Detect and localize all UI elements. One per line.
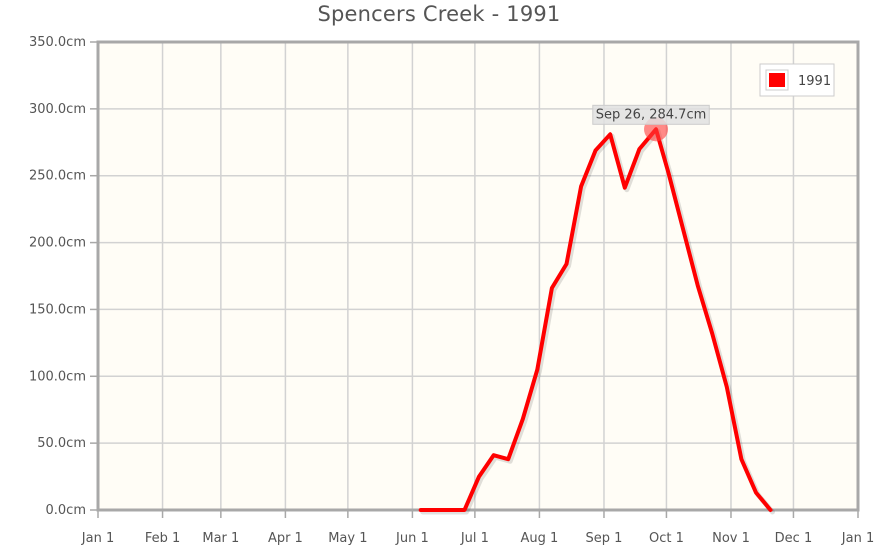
tooltip-label: Sep 26, 284.7cm [596, 107, 706, 122]
y-tick-label: 0.0cm [46, 503, 87, 518]
y-tick-label: 100.0cm [29, 369, 86, 384]
x-tick-label: Aug 1 [521, 531, 559, 545]
plot-area [98, 42, 858, 510]
x-tick-label: Jan 1 [81, 531, 114, 545]
y-tick-label: 200.0cm [29, 236, 86, 251]
tooltip-box [592, 104, 710, 125]
legend-label[interactable]: 1991 [798, 74, 831, 89]
x-tick-label: Oct 1 [649, 531, 684, 545]
plot-border [96, 40, 860, 512]
x-tick-label: Jul 1 [460, 531, 489, 545]
x-tick-label: Jan 1 [841, 531, 874, 545]
x-tick-label: Feb 1 [145, 531, 180, 545]
x-tick-label: Apr 1 [268, 531, 303, 545]
x-tick-label: Sep 1 [586, 531, 623, 545]
y-tick-label: 150.0cm [29, 302, 86, 317]
y-tick-label: 50.0cm [37, 436, 86, 451]
y-tick-label: 350.0cm [29, 35, 86, 50]
legend-swatch[interactable] [769, 73, 785, 87]
series-line-1991[interactable] [418, 127, 773, 512]
y-tick-label: 300.0cm [29, 102, 86, 117]
chart-title: Spencers Creek - 1991 [317, 2, 561, 26]
x-tick-label: Jun 1 [395, 531, 429, 545]
x-tick-label: Dec 1 [775, 531, 813, 545]
x-tick-label: Nov 1 [712, 531, 750, 545]
x-tick-label: Mar 1 [202, 531, 239, 545]
x-tick-label: May 1 [328, 531, 367, 545]
y-tick-label: 250.0cm [29, 169, 86, 184]
